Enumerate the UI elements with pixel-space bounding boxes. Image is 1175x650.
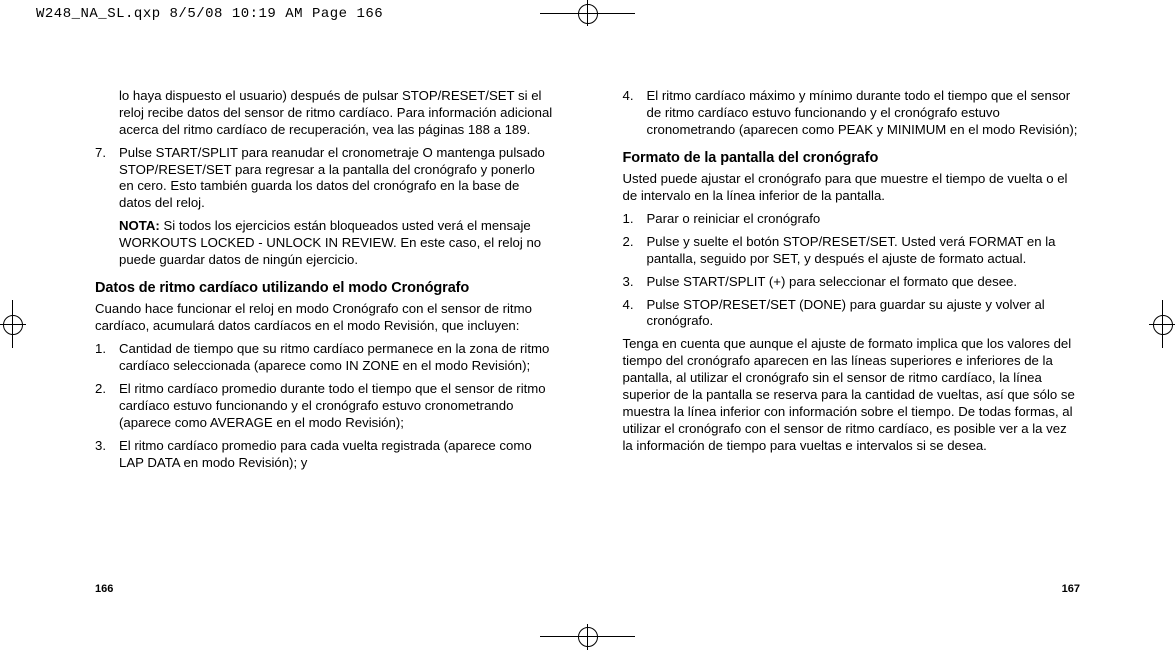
list-number: 2. bbox=[623, 234, 634, 251]
list-number: 7. bbox=[95, 145, 106, 162]
list-item: 2. Pulse y suelte el botón STOP/RESET/SET… bbox=[623, 234, 1081, 268]
list-number: 3. bbox=[95, 438, 106, 455]
list-number: 3. bbox=[623, 274, 634, 291]
list-item: 3. El ritmo cardíaco promedio para cada v… bbox=[95, 438, 553, 472]
ordered-list: 7. Pulse START/SPLIT para reanudar el cro… bbox=[95, 145, 553, 213]
crop-mark-circle bbox=[1153, 315, 1173, 335]
paragraph: lo haya dispuesto el usuario) después de… bbox=[95, 88, 553, 139]
right-column: 4. El ritmo cardíaco máximo y mínimo dura… bbox=[623, 88, 1081, 595]
list-number: 4. bbox=[623, 297, 634, 314]
list-number: 4. bbox=[623, 88, 634, 105]
ordered-list: 1. Cantidad de tiempo que su ritmo cardía… bbox=[95, 341, 553, 471]
crop-mark-circle bbox=[3, 315, 23, 335]
list-item: 3. Pulse START/SPLIT (+) para seleccionar… bbox=[623, 274, 1081, 291]
note-label: NOTA: bbox=[119, 218, 160, 233]
ordered-list: 4. El ritmo cardíaco máximo y mínimo dura… bbox=[623, 88, 1081, 139]
list-text: El ritmo cardíaco máximo y mínimo durant… bbox=[647, 88, 1078, 137]
print-header: W248_NA_SL.qxp 8/5/08 10:19 AM Page 166 bbox=[36, 6, 383, 22]
content-columns: lo haya dispuesto el usuario) después de… bbox=[95, 88, 1080, 595]
crop-mark-circle bbox=[578, 4, 598, 24]
list-item: 2. El ritmo cardíaco promedio durante tod… bbox=[95, 381, 553, 432]
crop-mark-circle bbox=[578, 627, 598, 647]
list-text: Pulse START/SPLIT (+) para seleccionar e… bbox=[647, 274, 1018, 289]
note-paragraph: NOTA: Si todos los ejercicios están bloq… bbox=[95, 218, 553, 269]
section-heading: Datos de ritmo cardíaco utilizando el mo… bbox=[95, 279, 553, 298]
list-text: El ritmo cardíaco promedio durante todo … bbox=[119, 381, 546, 430]
list-text: Parar o reiniciar el cronógrafo bbox=[647, 211, 821, 226]
left-column: lo haya dispuesto el usuario) después de… bbox=[95, 88, 553, 595]
list-text: Cantidad de tiempo que su ritmo cardíaco… bbox=[119, 341, 549, 373]
list-number: 1. bbox=[623, 211, 634, 228]
note-text: Si todos los ejercicios están bloqueados… bbox=[119, 218, 541, 267]
list-item: 1. Cantidad de tiempo que su ritmo cardía… bbox=[95, 341, 553, 375]
list-number: 2. bbox=[95, 381, 106, 398]
list-text: Pulse START/SPLIT para reanudar el crono… bbox=[119, 145, 545, 211]
list-item: 4. Pulse STOP/RESET/SET (DONE) para guard… bbox=[623, 297, 1081, 331]
list-text: Pulse STOP/RESET/SET (DONE) para guardar… bbox=[647, 297, 1045, 329]
ordered-list: 1. Parar o reiniciar el cronógrafo 2. Puls… bbox=[623, 211, 1081, 330]
list-item: 4. El ritmo cardíaco máximo y mínimo dura… bbox=[623, 88, 1081, 139]
list-item: 7. Pulse START/SPLIT para reanudar el cro… bbox=[95, 145, 553, 213]
list-number: 1. bbox=[95, 341, 106, 358]
list-text: Pulse y suelte el botón STOP/RESET/SET. … bbox=[647, 234, 1056, 266]
paragraph: Usted puede ajustar el cronógrafo para q… bbox=[623, 171, 1081, 205]
list-text: El ritmo cardíaco promedio para cada vue… bbox=[119, 438, 532, 470]
list-item: 1. Parar o reiniciar el cronógrafo bbox=[623, 211, 1081, 228]
paragraph: Cuando hace funcionar el reloj en modo C… bbox=[95, 301, 553, 335]
paragraph: Tenga en cuenta que aunque el ajuste de … bbox=[623, 336, 1081, 454]
section-heading: Formato de la pantalla del cronógrafo bbox=[623, 149, 1081, 168]
